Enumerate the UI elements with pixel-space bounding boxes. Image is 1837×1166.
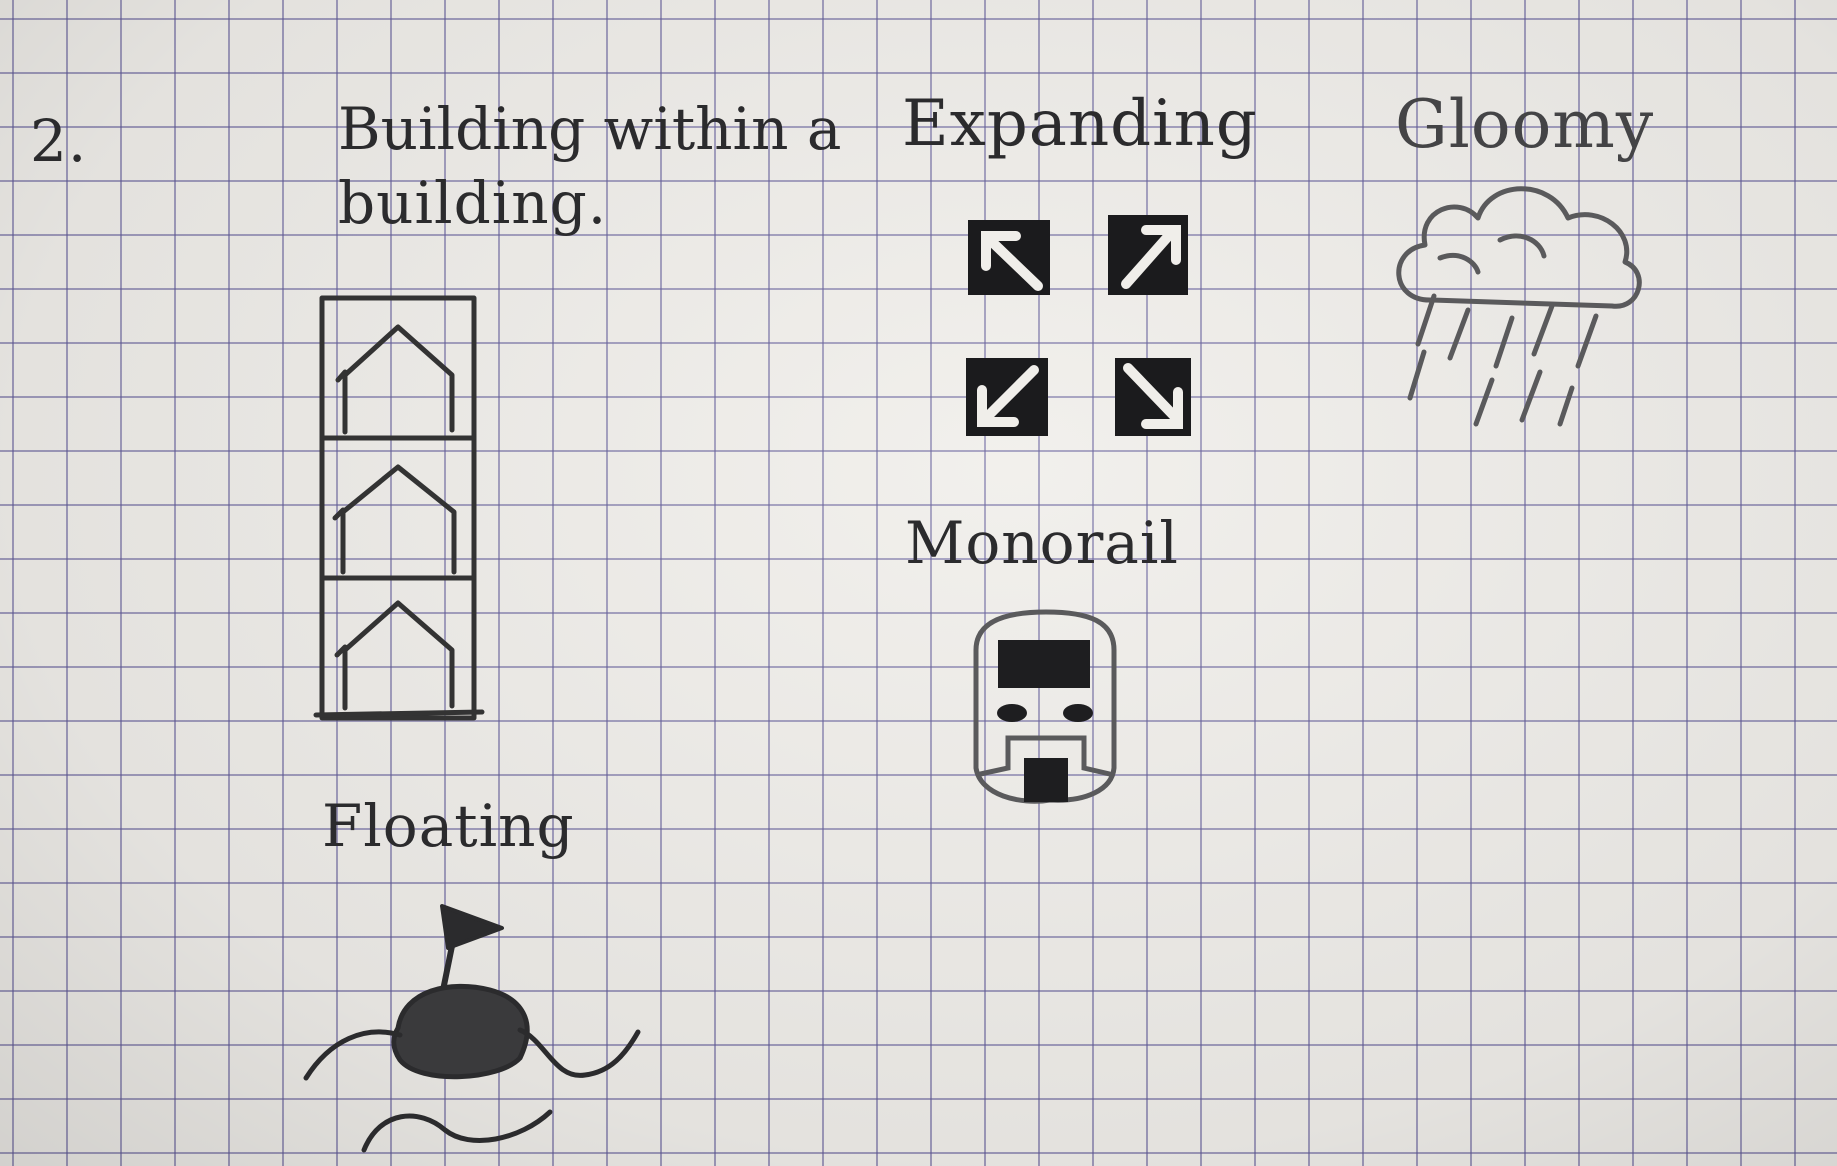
building-within-building-label-line1: Building within a: [338, 95, 842, 163]
monorail-label: Monorail: [905, 509, 1179, 577]
building-within-building-icon: [313, 295, 485, 721]
gloomy-label: Gloomy: [1395, 86, 1655, 163]
sketch-number: 2.: [30, 107, 88, 175]
expand-arrows-icon: [966, 215, 1191, 436]
rain-cloud-icon: [1396, 186, 1642, 427]
expanding-label: Expanding: [902, 87, 1258, 161]
monorail-train-icon: [973, 609, 1117, 804]
floating-label: Floating: [322, 792, 575, 860]
floating-island-icon: [303, 904, 641, 1153]
building-within-building-label-line2: building.: [338, 169, 608, 237]
